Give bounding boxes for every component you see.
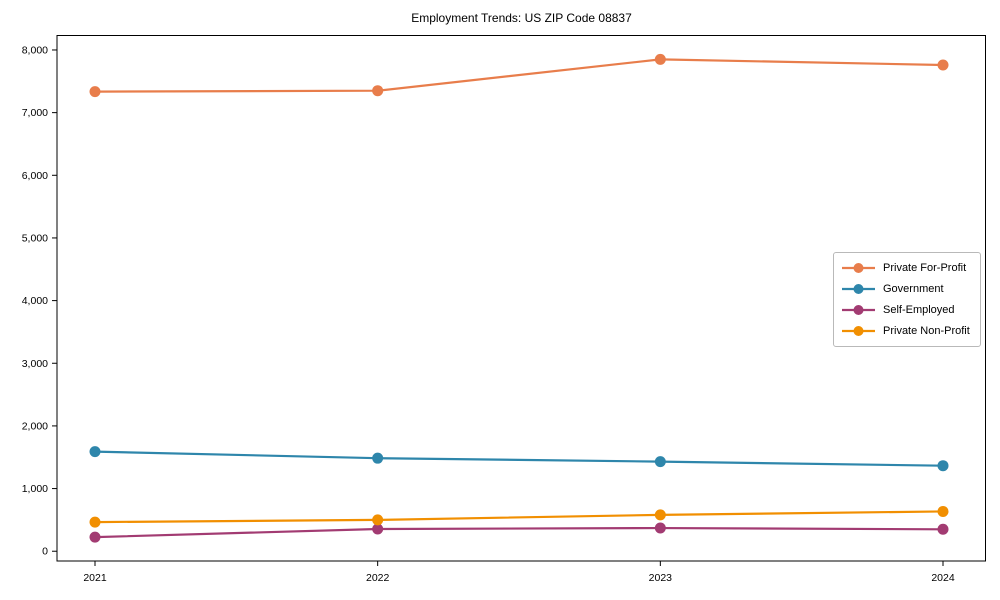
data-point-government-2024 [937,460,949,472]
data-point-private-for-profit-2021 [89,86,101,98]
data-point-private-non-profit-2022 [372,514,384,526]
data-point-private-non-profit-2021 [89,516,101,528]
chart-title: Employment Trends: US ZIP Code 08837 [411,11,632,25]
axes-frame [56,35,986,562]
legend-item-private-for-profit: Private For-Profit [842,258,972,279]
data-point-government-2021 [89,446,101,458]
y-tick-label: 2,000 [22,420,48,432]
legend-marker-private-for-profit [842,263,875,274]
data-point-self-employed-2023 [654,522,666,534]
legend-label: Private For-Profit [883,262,967,275]
x-tick-label: 2023 [649,572,673,584]
series-line-private-non-profit [94,510,944,524]
legend-label: Government [883,283,944,296]
y-tick-label: 1,000 [22,483,48,495]
series-line-private-for-profit [94,58,944,93]
x-tick-label: 2022 [366,572,390,584]
legend-marker-private-non-profit [842,325,875,336]
data-point-government-2022 [372,452,384,464]
data-point-private-non-profit-2023 [654,509,666,521]
chart-legend: Private For-Profit Government Self-Employe… [833,252,981,347]
legend-label: Private Non-Profit [883,324,970,337]
series-line-government [94,450,944,467]
y-tick-label: 8,000 [22,44,48,56]
data-point-private-for-profit-2022 [372,85,384,97]
y-tick-label: 4,000 [22,295,48,307]
legend-item-private-non-profit: Private Non-Profit [842,320,972,341]
data-point-self-employed-2024 [937,523,949,535]
x-tick-label: 2021 [83,572,107,584]
legend-dot-sample [853,284,864,295]
y-tick-label: 7,000 [22,107,48,119]
data-point-self-employed-2021 [89,531,101,543]
y-tick-label: 3,000 [22,358,48,370]
legend-item-self-employed: Self-Employed [842,300,972,321]
data-point-self-employed-2022 [372,523,384,535]
legend-marker-self-employed [842,304,875,315]
y-tick-label: 0 [42,546,48,558]
data-point-private-for-profit-2023 [654,53,666,65]
legend-dot-sample [853,304,864,315]
x-tick-label: 2024 [931,572,955,584]
series-line-self-employed [94,526,944,539]
data-point-government-2023 [654,456,666,468]
legend-item-government: Government [842,279,972,300]
y-tick-label: 6,000 [22,170,48,182]
legend-label: Self-Employed [883,303,955,316]
legend-dot-sample [853,263,864,274]
data-point-private-non-profit-2024 [937,505,949,517]
data-point-private-for-profit-2024 [937,59,949,71]
legend-dot-sample [853,325,864,336]
legend-marker-government [842,284,875,295]
y-tick-label: 5,000 [22,232,48,244]
